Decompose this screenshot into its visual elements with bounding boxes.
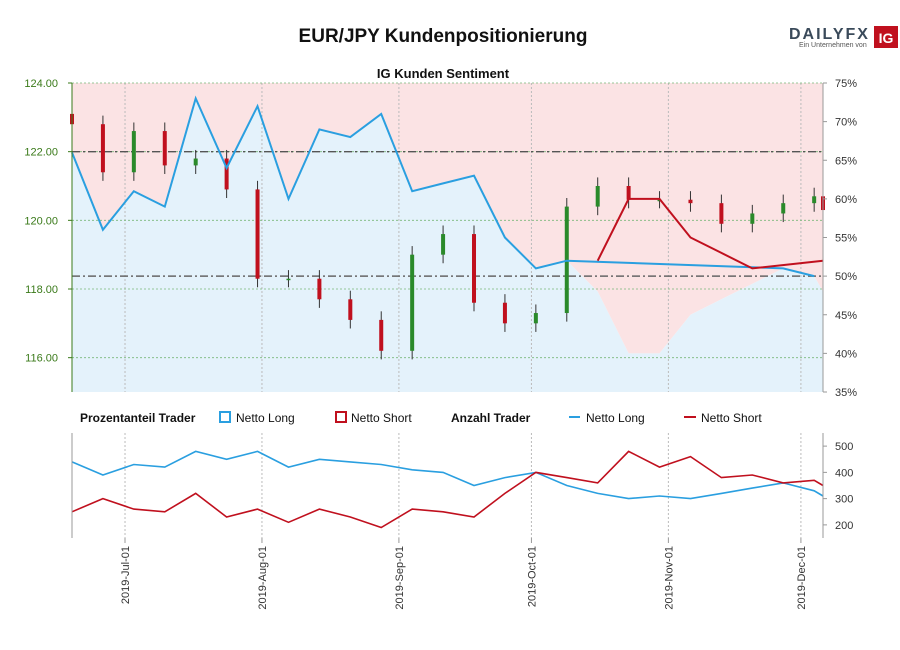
- candle-body: [193, 158, 198, 166]
- right-axis-ticks: 35% 40% 45% 50% 55% 60% 65% 70% 75%: [823, 78, 857, 399]
- candle-body: [688, 199, 693, 204]
- right-tick-label: 60%: [835, 194, 857, 206]
- bottom-axis-ticks: 200 300 400 500: [823, 441, 853, 532]
- x-axis-ticks: 2019-Jul-01 2019-Aug-01 2019-Sep-01 2019-Oc…: [120, 538, 808, 610]
- count-long-line: [71, 450, 824, 500]
- candle-body: [441, 234, 446, 255]
- right-tick-label: 35%: [835, 387, 857, 399]
- dailyfx-logo: DAILYFX Ein Unternehmen von IG: [789, 26, 898, 49]
- candle-body: [224, 158, 229, 190]
- brand-name: DAILYFX: [789, 26, 870, 43]
- candle-body: [626, 186, 631, 200]
- candle-body: [533, 313, 538, 324]
- bottom-tick-label: 200: [835, 520, 853, 532]
- candle-body: [812, 196, 817, 204]
- left-tick-label: 116.00: [25, 353, 58, 365]
- right-tick-label: 50%: [835, 271, 857, 283]
- count-short-line: [71, 450, 824, 529]
- short-pct-line: [596, 197, 824, 270]
- legend-short-count-label: Netto Short: [701, 411, 762, 425]
- candle-body: [595, 186, 600, 207]
- candle-body: [100, 124, 105, 173]
- right-tick-label: 40%: [835, 348, 857, 360]
- candle-body: [750, 213, 755, 224]
- chart-title: EUR/JPY Kundenpositionierung: [299, 26, 588, 47]
- x-tick-label: 2019-Oct-01: [526, 546, 538, 607]
- legend-long-pct-label: Netto Long: [236, 411, 295, 425]
- bottom-gridlines: [124, 433, 802, 538]
- candle-body: [286, 278, 291, 281]
- candle-body: [410, 254, 415, 351]
- x-tick-label: 2019-Nov-01: [663, 546, 675, 610]
- main-gridlines: [72, 82, 823, 392]
- x-tick-label: 2019-Dec-01: [796, 546, 808, 610]
- candle-body: [162, 131, 167, 166]
- right-tick-label: 55%: [835, 233, 857, 245]
- right-tick-label: 70%: [835, 117, 857, 129]
- legend-long-count-label: Netto Long: [586, 411, 645, 425]
- right-tick-label: 65%: [835, 155, 857, 167]
- long-area: [72, 98, 823, 393]
- brand-tagline: Ein Unternehmen von: [799, 42, 867, 49]
- legend-short-pct-swatch: [335, 411, 347, 423]
- left-tick-label: 124.00: [24, 78, 58, 90]
- candle-body: [317, 278, 322, 300]
- ig-logo-text: IG: [879, 30, 894, 46]
- bottom-tick-label: 500: [835, 441, 853, 453]
- left-tick-label: 122.00: [24, 147, 58, 159]
- legend-short-pct-label: Netto Short: [351, 411, 412, 425]
- bottom-tick-label: 300: [835, 494, 853, 506]
- x-tick-label: 2019-Jul-01: [120, 546, 132, 604]
- candle-body: [502, 302, 507, 324]
- x-tick-label: 2019-Sep-01: [394, 546, 406, 610]
- chart-subtitle: IG Kunden Sentiment: [377, 66, 510, 81]
- candle-body: [719, 203, 724, 224]
- legend-pct-title: Prozentanteil Trader: [80, 411, 196, 425]
- long-pct-line: [71, 95, 815, 278]
- left-axis-ticks: 116.00 118.00 120.00 122.00 124.00: [24, 78, 72, 365]
- x-tick-label: 2019-Aug-01: [257, 546, 269, 610]
- left-tick-label: 120.00: [24, 215, 58, 227]
- price-sentiment-panel: 116.00 118.00 120.00 122.00 124.00 35% 40% 45%…: [24, 78, 857, 399]
- candle-body: [131, 131, 136, 173]
- left-tick-label: 118.00: [25, 284, 58, 296]
- right-tick-label: 45%: [835, 310, 857, 322]
- candle-body: [255, 189, 260, 279]
- legend-long-pct-swatch: [219, 411, 231, 423]
- candle-body: [348, 299, 353, 320]
- candle-body: [781, 203, 786, 214]
- short-area: [72, 83, 823, 354]
- legend-count-title: Anzahl Trader: [451, 411, 531, 425]
- bottom-tick-label: 400: [835, 467, 853, 479]
- legend: Prozentanteil Trader Netto Long Netto Sh…: [80, 411, 762, 425]
- right-tick-label: 75%: [835, 78, 857, 90]
- trader-count-panel: 200 300 400 500: [71, 433, 853, 538]
- candle-body: [472, 234, 477, 303]
- candle-body: [379, 319, 384, 351]
- ig-logo-box: [874, 26, 898, 48]
